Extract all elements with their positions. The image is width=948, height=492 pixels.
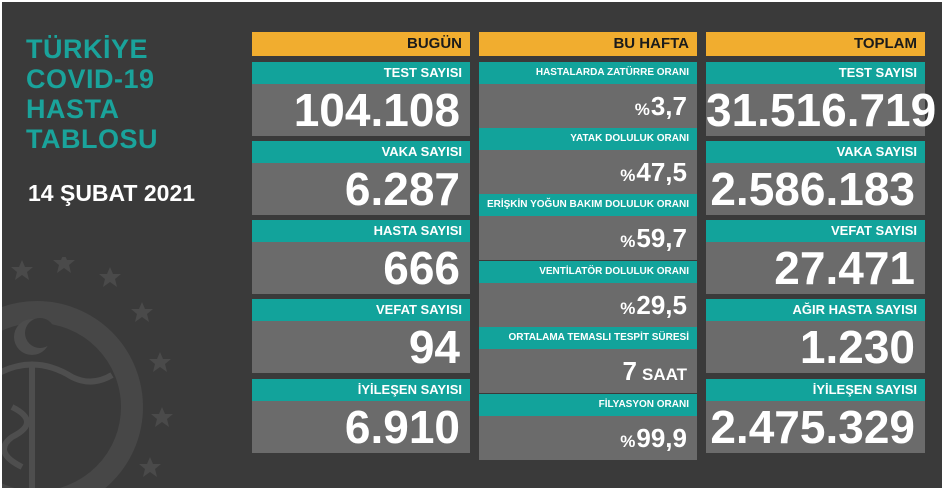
card-value: 7 SAAT xyxy=(479,349,697,393)
percent-sign: % xyxy=(620,232,636,251)
card-label: VEFAT SAYISI xyxy=(706,220,925,242)
total-card-recovered: İYİLEŞEN SAYISI 2.475.329 xyxy=(706,379,925,453)
title-line: HASTA xyxy=(26,94,120,124)
week-card-filiation-rate: FİLYASYON ORANI %99,9 xyxy=(479,394,697,460)
today-card-tests: TEST SAYISI 104.108 xyxy=(252,62,470,136)
card-value: %99,9 xyxy=(479,416,697,460)
card-label: VAKA SAYISI xyxy=(706,141,925,163)
card-value: 6.910 xyxy=(252,401,470,453)
week-card-icu-occupancy: ERİŞKİN YOĞUN BAKIM DOLULUK ORANI %59,7 xyxy=(479,194,697,260)
crescent-icon xyxy=(14,318,55,355)
card-label: AĞIR HASTA SAYISI xyxy=(706,299,925,321)
card-value: 2.586.183 xyxy=(706,163,925,215)
card-number: 59,7 xyxy=(636,223,687,253)
total-card-deaths: VEFAT SAYISI 27.471 xyxy=(706,220,925,294)
total-card-cases: VAKA SAYISI 2.586.183 xyxy=(706,141,925,215)
total-card-severe-patients: AĞIR HASTA SAYISI 1.230 xyxy=(706,299,925,373)
column-header-total: TOPLAM xyxy=(706,32,925,56)
title-line: TABLOSU xyxy=(26,124,158,154)
card-value: 31.516.719 xyxy=(706,84,937,136)
card-number: 99,9 xyxy=(636,423,687,453)
card-label: TEST SAYISI xyxy=(252,62,470,84)
card-value: 1.230 xyxy=(706,321,925,373)
week-card-contact-tracing-time: ORTALAMA TEMASLI TESPİT SÜRESİ 7 SAAT xyxy=(479,327,697,393)
star-icon xyxy=(53,257,75,273)
card-label: YATAK DOLULUK ORANI xyxy=(479,128,697,150)
today-card-cases: VAKA SAYISI 6.287 xyxy=(252,141,470,215)
card-value: %3,7 xyxy=(479,84,697,128)
card-value: 666 xyxy=(252,242,470,294)
percent-sign: % xyxy=(620,166,636,185)
today-card-recovered: İYİLEŞEN SAYISI 6.910 xyxy=(252,379,470,453)
star-icon xyxy=(99,267,121,287)
board-title: TÜRKİYE COVID-19 HASTA TABLOSU xyxy=(26,34,158,154)
card-number: 7 xyxy=(622,356,637,386)
card-number: 3,7 xyxy=(650,91,687,121)
percent-sign: % xyxy=(634,100,650,119)
card-value: %47,5 xyxy=(479,150,697,194)
percent-sign: % xyxy=(620,432,636,451)
unit-label: SAAT xyxy=(641,365,687,384)
card-label: HASTALARDA ZATÜRRE ORANI xyxy=(479,62,697,84)
today-card-deaths: VEFAT SAYISI 94 xyxy=(252,299,470,373)
card-value: %29,5 xyxy=(479,283,697,327)
card-value: %59,7 xyxy=(479,216,697,260)
card-number: 47,5 xyxy=(636,157,687,187)
card-label: İYİLEŞEN SAYISI xyxy=(706,379,925,401)
title-line: TÜRKİYE xyxy=(26,34,149,64)
week-card-pneumonia-rate: HASTALARDA ZATÜRRE ORANI %3,7 xyxy=(479,62,697,128)
star-icon xyxy=(149,352,171,372)
title-line: COVID-19 xyxy=(26,64,155,94)
ministry-of-health-emblem-icon xyxy=(2,257,173,488)
card-label: FİLYASYON ORANI xyxy=(479,394,697,416)
card-label: VENTİLATÖR DOLULUK ORANI xyxy=(479,261,697,283)
card-value: 104.108 xyxy=(252,84,470,136)
card-label: İYİLEŞEN SAYISI xyxy=(252,379,470,401)
week-card-ventilator-occupancy: VENTİLATÖR DOLULUK ORANI %29,5 xyxy=(479,261,697,327)
column-header-today: BUGÜN xyxy=(252,32,470,56)
card-value: 94 xyxy=(252,321,470,373)
card-label: VAKA SAYISI xyxy=(252,141,470,163)
caduceus-icon xyxy=(2,361,114,488)
card-value: 6.287 xyxy=(252,163,470,215)
column-header-week: BU HAFTA xyxy=(479,32,697,56)
covid-table-board: TÜRKİYE COVID-19 HASTA TABLOSU 14 ŞUBAT … xyxy=(2,2,942,488)
card-label: ORTALAMA TEMASLI TESPİT SÜRESİ xyxy=(479,327,697,349)
star-icon xyxy=(139,457,161,477)
today-card-patients: HASTA SAYISI 666 xyxy=(252,220,470,294)
card-label: ERİŞKİN YOĞUN BAKIM DOLULUK ORANI xyxy=(479,194,697,216)
report-date: 14 ŞUBAT 2021 xyxy=(28,180,196,206)
card-value: 27.471 xyxy=(706,242,925,294)
card-value: 2.475.329 xyxy=(706,401,925,453)
star-icon xyxy=(11,260,33,280)
total-card-tests: TEST SAYISI 31.516.719 xyxy=(706,62,937,136)
star-icon xyxy=(151,407,173,427)
star-icon xyxy=(131,302,153,322)
card-label: TEST SAYISI xyxy=(706,62,925,84)
week-card-bed-occupancy: YATAK DOLULUK ORANI %47,5 xyxy=(479,128,697,194)
card-label: HASTA SAYISI xyxy=(252,220,470,242)
card-label: VEFAT SAYISI xyxy=(252,299,470,321)
card-number: 29,5 xyxy=(636,290,687,320)
percent-sign: % xyxy=(620,299,636,318)
